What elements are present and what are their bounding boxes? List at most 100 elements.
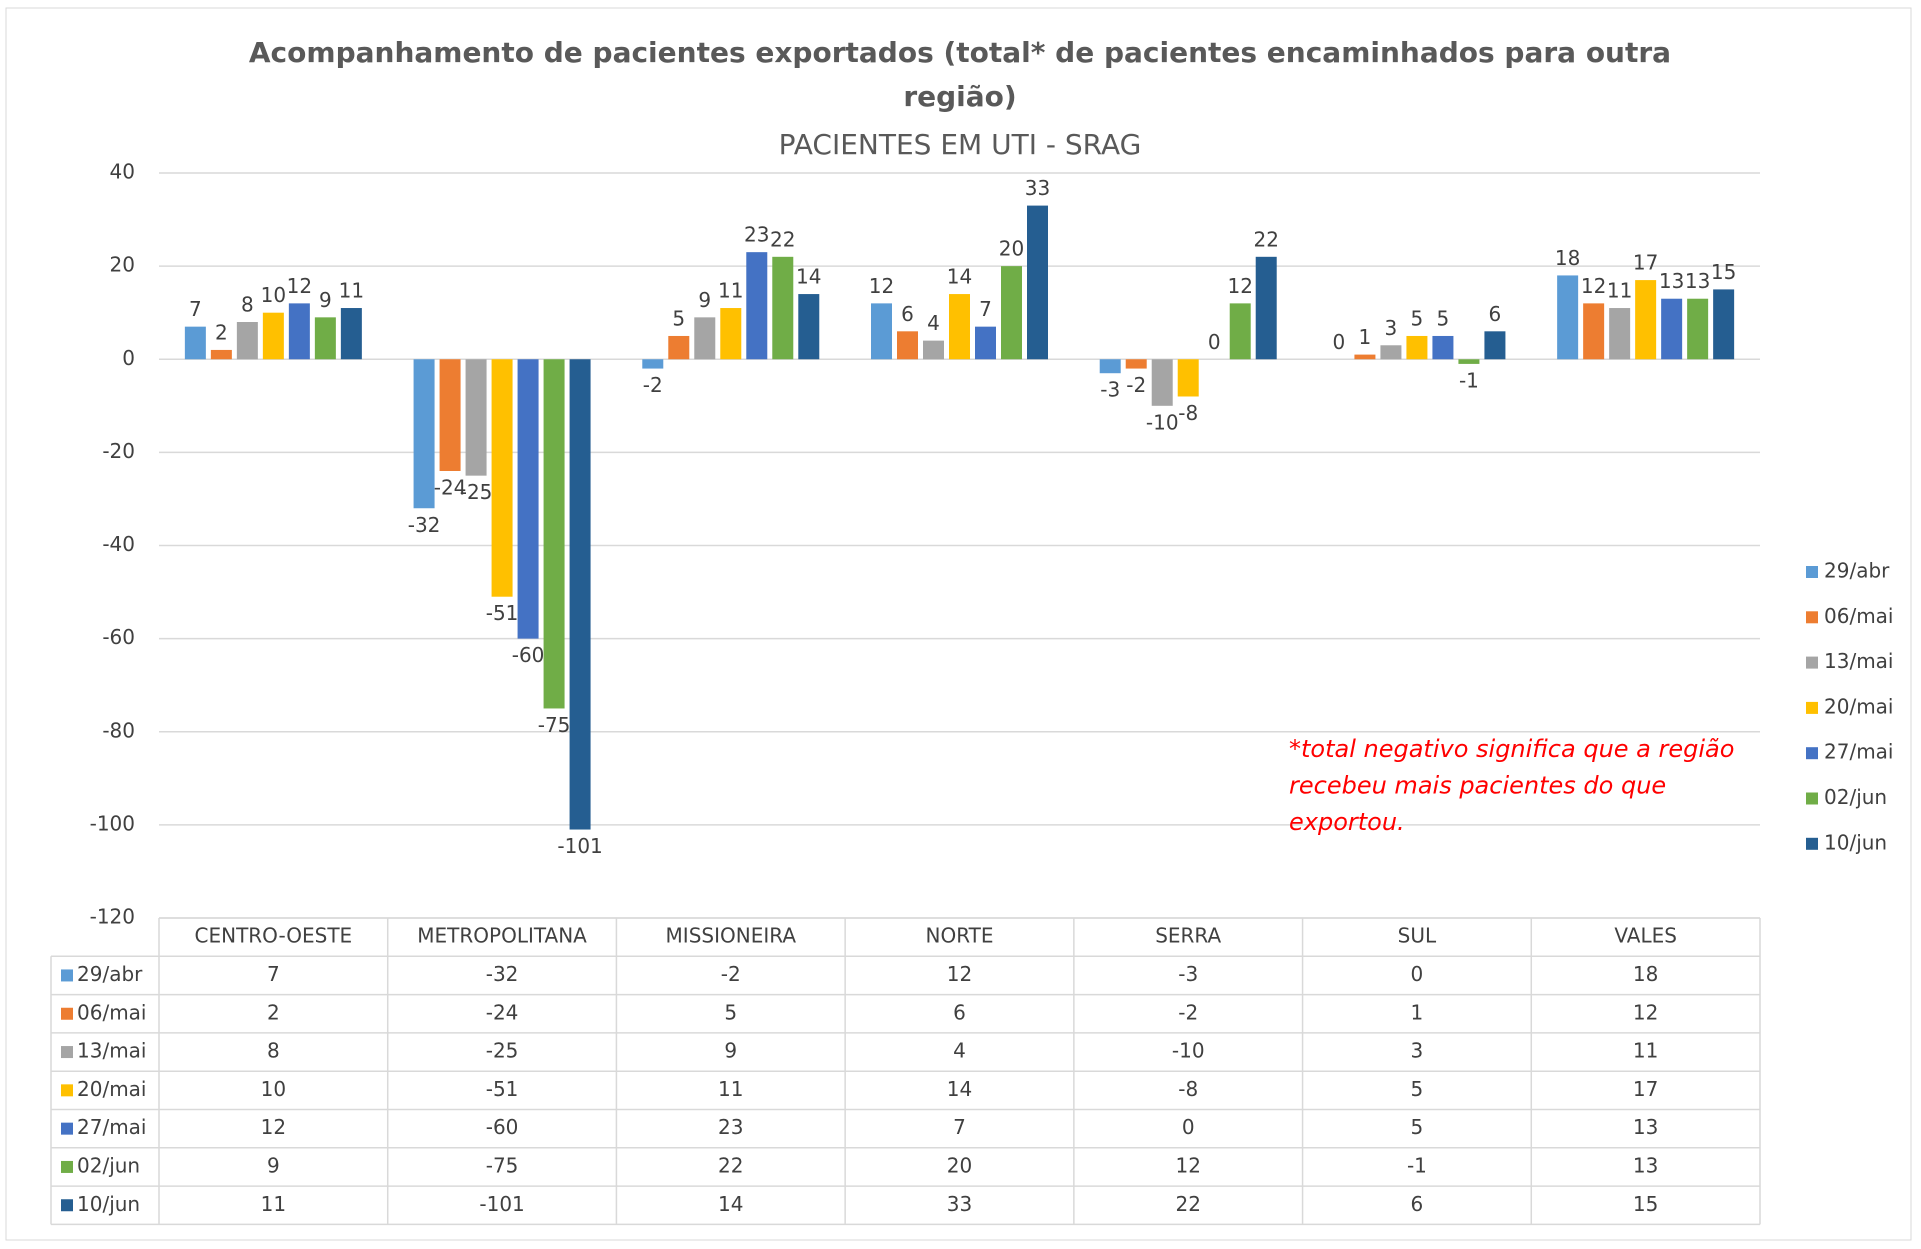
bar xyxy=(720,308,742,360)
table-cell: 8 xyxy=(267,1039,280,1063)
table-cell: -2 xyxy=(721,962,741,986)
data-label: 2 xyxy=(215,320,228,344)
data-label: -8 xyxy=(1178,401,1198,425)
data-label: -2 xyxy=(1126,373,1146,397)
bar xyxy=(949,294,970,360)
data-label: 12 xyxy=(1227,274,1252,298)
data-label: 6 xyxy=(901,302,914,326)
table-cell: -8 xyxy=(1178,1077,1198,1101)
bar xyxy=(1001,266,1022,360)
bar xyxy=(517,359,539,639)
table-cell: 14 xyxy=(947,1077,972,1101)
table-cell: 11 xyxy=(1633,1039,1658,1063)
table-legend-key xyxy=(61,1122,73,1135)
table-cell: -101 xyxy=(479,1192,524,1216)
table-legend-key xyxy=(61,1046,73,1059)
y-tick-label: -60 xyxy=(102,625,135,649)
data-label: 4 xyxy=(927,311,940,335)
table-header: METROPOLITANA xyxy=(417,924,587,948)
bar xyxy=(871,303,892,360)
bar xyxy=(923,340,944,360)
data-label: 17 xyxy=(1633,251,1658,275)
table-header: NORTE xyxy=(926,924,994,948)
data-label: -51 xyxy=(486,601,519,625)
table-cell: 0 xyxy=(1182,1115,1195,1139)
bar xyxy=(694,317,716,360)
bar xyxy=(897,331,918,360)
table-cell: 5 xyxy=(1411,1077,1424,1101)
bar xyxy=(1687,298,1709,360)
data-label: 22 xyxy=(1253,227,1278,251)
legend-label: 29/abr xyxy=(1824,559,1890,583)
legend-label: 10/jun xyxy=(1824,830,1887,854)
table-legend-key xyxy=(61,1160,73,1173)
table-cell: 15 xyxy=(1633,1192,1658,1216)
data-label: -75 xyxy=(538,713,571,737)
bar xyxy=(543,359,565,709)
data-label: 10 xyxy=(261,283,286,307)
data-label: 11 xyxy=(339,279,364,303)
table-row-label: 20/mai xyxy=(77,1077,146,1101)
table-cell: 11 xyxy=(718,1077,743,1101)
table-cell: -10 xyxy=(1172,1039,1205,1063)
table-cell: 2 xyxy=(267,1000,280,1024)
table-cell: 6 xyxy=(953,1000,966,1024)
data-label: -24 xyxy=(434,476,467,500)
legend-label: 20/mai xyxy=(1824,694,1893,718)
table-cell: 14 xyxy=(718,1192,743,1216)
data-label: 0 xyxy=(1208,330,1221,354)
bar xyxy=(314,317,336,360)
data-label: 0 xyxy=(1333,330,1346,354)
annotation: recebeu mais pacientes do que xyxy=(1289,772,1666,800)
data-label: 5 xyxy=(672,306,685,330)
bar xyxy=(1458,359,1480,364)
table-cell: 12 xyxy=(1175,1153,1200,1177)
bar xyxy=(1432,335,1454,360)
table-cell: 1 xyxy=(1411,1000,1424,1024)
bar xyxy=(1229,303,1251,360)
table-cell: 12 xyxy=(947,962,972,986)
table-cell: 10 xyxy=(261,1077,286,1101)
bar xyxy=(1380,345,1402,360)
bar xyxy=(746,252,768,360)
bar xyxy=(1661,298,1683,360)
y-tick-label: -40 xyxy=(102,532,135,556)
table-cell: 7 xyxy=(953,1115,966,1139)
data-label: 3 xyxy=(1385,316,1398,340)
data-label: 14 xyxy=(947,265,972,289)
bar xyxy=(668,335,690,360)
data-label: -3 xyxy=(1100,378,1120,402)
data-label: 5 xyxy=(1437,306,1450,330)
data-label: 6 xyxy=(1489,302,1502,326)
bar xyxy=(340,308,362,360)
bar xyxy=(288,303,310,360)
table-header: CENTRO-OESTE xyxy=(195,924,353,948)
bar xyxy=(772,256,794,360)
bar xyxy=(1151,359,1173,406)
table-cell: -25 xyxy=(486,1039,519,1063)
data-label: 5 xyxy=(1411,306,1424,330)
table-legend-key xyxy=(61,1084,73,1097)
bar xyxy=(210,349,232,360)
table-row-label: 13/mai xyxy=(77,1039,146,1063)
bar xyxy=(1635,280,1657,360)
table-cell: -3 xyxy=(1178,962,1198,986)
legend-key xyxy=(1806,611,1818,624)
legend-key xyxy=(1806,837,1818,850)
y-tick-label: 40 xyxy=(110,160,135,184)
table-legend-key xyxy=(61,1007,73,1020)
data-label: -32 xyxy=(408,513,441,537)
data-label: -2 xyxy=(643,373,663,397)
data-label: 15 xyxy=(1711,260,1736,284)
table-row-label: 06/mai xyxy=(77,1000,146,1024)
bar xyxy=(1484,331,1506,360)
table-row-label: 27/mai xyxy=(77,1115,146,1139)
data-label: 23 xyxy=(744,223,769,247)
data-label: -60 xyxy=(512,643,545,667)
y-tick-label: -20 xyxy=(102,439,135,463)
table-cell: 4 xyxy=(953,1039,966,1063)
data-label: 12 xyxy=(869,274,894,298)
table-cell: 6 xyxy=(1411,1192,1424,1216)
table-cell: 0 xyxy=(1411,962,1424,986)
